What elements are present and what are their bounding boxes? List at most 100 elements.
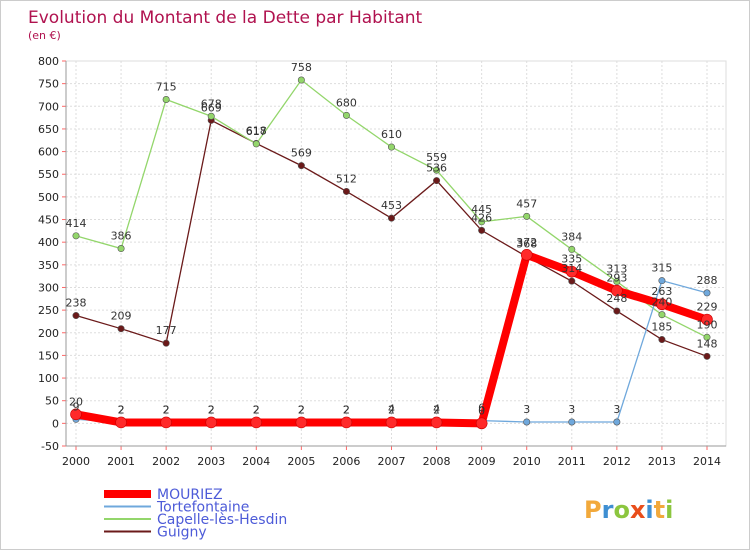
data-label-mouriez: 2 [208, 403, 215, 416]
data-label-mouriez: 293 [606, 272, 627, 285]
data-label-guigny: 248 [606, 292, 627, 305]
data-label-guigny: 185 [651, 321, 672, 334]
data-label-guigny: 209 [111, 310, 132, 323]
legend-label-capelle-l-s-hesdin: Capelle-lès-Hesdin [157, 512, 287, 528]
data-label-capelle-l-s-hesdin: 715 [156, 81, 177, 94]
y-tick-label: 100 [38, 372, 59, 385]
data-point-mouriez [385, 416, 398, 429]
data-point-mouriez [520, 249, 533, 261]
y-tick-label: -50 [41, 440, 59, 453]
data-label-mouriez: 372 [516, 236, 537, 249]
logo-letter: o [613, 496, 630, 524]
chart-subtitle: (en €) [28, 29, 61, 42]
y-tick-label: 0 [52, 417, 59, 430]
data-point-capelle-l-s-hesdin [478, 218, 486, 226]
data-point-mouriez [70, 408, 82, 421]
grid [65, 60, 727, 447]
data-label-capelle-l-s-hesdin: 414 [66, 217, 87, 230]
data-point-capelle-l-s-hesdin [162, 96, 170, 104]
y-tick-label: 800 [38, 55, 59, 68]
data-label-guigny: 177 [156, 324, 177, 337]
y-tick-label: 500 [38, 191, 59, 204]
data-label-tortefontaine: 9 [73, 400, 80, 413]
data-labels: 2382091776696185695124535364263683142481… [66, 61, 718, 417]
logo-letter: i [645, 496, 653, 524]
data-point-tortefontaine [658, 277, 666, 285]
data-label-capelle-l-s-hesdin: 386 [111, 230, 132, 243]
data-point-guigny [342, 187, 350, 195]
data-point-capelle-l-s-hesdin [342, 111, 350, 119]
axes: -500501001502002503003504004505005506006… [38, 55, 726, 468]
data-label-capelle-l-s-hesdin: 678 [201, 97, 222, 110]
data-label-mouriez: 2 [388, 403, 395, 416]
data-label-capelle-l-s-hesdin: 457 [516, 197, 537, 210]
data-label-mouriez: 2 [298, 403, 305, 416]
data-label-capelle-l-s-hesdin: 384 [561, 230, 582, 243]
logo-text: Proxiti [584, 496, 673, 524]
data-point-guigny [162, 339, 170, 347]
data-label-guigny: 536 [426, 162, 447, 175]
data-point-guigny [703, 352, 711, 360]
data-label-guigny: 453 [381, 199, 402, 212]
data-label-mouriez: 263 [651, 285, 672, 298]
y-tick-label: 350 [38, 259, 59, 272]
data-point-guigny [297, 162, 305, 170]
y-tick-label: 450 [38, 214, 59, 227]
data-point-mouriez [160, 416, 172, 429]
data-point-capelle-l-s-hesdin [433, 166, 441, 174]
data-label-tortefontaine: 4 [388, 403, 395, 416]
data-point-mouriez [205, 416, 218, 429]
logo-letter: x [630, 496, 646, 524]
data-point-tortefontaine [613, 418, 621, 426]
legend: MOURIEZTortefontaineCapelle-lès-HesdinGu… [104, 487, 287, 541]
x-tick-label: 2001 [107, 455, 135, 468]
data-point-guigny [117, 325, 125, 333]
data-label-capelle-l-s-hesdin: 617 [246, 125, 267, 138]
data-point-guigny [433, 177, 441, 185]
y-tick-label: 600 [38, 146, 59, 159]
x-tick-label: 2014 [693, 455, 721, 468]
data-label-guigny: 368 [516, 238, 537, 251]
data-label-mouriez: 2 [343, 403, 350, 416]
data-label-tortefontaine: 2 [163, 403, 170, 416]
data-point-guigny [658, 336, 666, 344]
y-tick-label: 700 [38, 100, 59, 113]
data-label-tortefontaine: 3 [613, 403, 620, 416]
y-tick-label: 150 [38, 349, 59, 362]
data-label-capelle-l-s-hesdin: 313 [606, 263, 627, 276]
x-tick-label: 2010 [513, 455, 541, 468]
y-tick-label: 50 [45, 395, 59, 408]
data-point-mouriez [475, 417, 488, 430]
x-tick-label: 2009 [468, 455, 496, 468]
y-tick-label: 400 [38, 236, 59, 249]
legend-label-guigny: Guigny [157, 525, 207, 541]
data-point-guigny [387, 214, 395, 222]
data-point-tortefontaine [703, 289, 711, 297]
x-tick-label: 2013 [648, 455, 676, 468]
data-point-mouriez [565, 265, 578, 278]
data-label-capelle-l-s-hesdin: 680 [336, 96, 357, 109]
y-tick-label: 650 [38, 123, 59, 136]
data-point-mouriez [115, 416, 127, 429]
data-point-mouriez [250, 416, 263, 429]
y-tick-label: 250 [38, 304, 59, 317]
logo-letter: r [602, 496, 614, 524]
logo-letter: i [665, 496, 673, 524]
data-point-capelle-l-s-hesdin [207, 112, 215, 120]
data-label-capelle-l-s-hesdin: 559 [426, 151, 447, 164]
data-point-guigny [478, 226, 486, 234]
data-label-tortefontaine: 2 [253, 403, 260, 416]
data-label-guigny: 238 [66, 297, 87, 310]
data-point-capelle-l-s-hesdin [703, 333, 711, 341]
data-label-tortefontaine: 6 [478, 402, 485, 415]
data-label-capelle-l-s-hesdin: 610 [381, 128, 402, 141]
data-label-tortefontaine: 2 [343, 403, 350, 416]
data-label-tortefontaine: 315 [651, 262, 672, 275]
data-label-mouriez: 0 [478, 404, 485, 417]
data-label-mouriez: 2 [433, 403, 440, 416]
data-label-guigny: 314 [561, 262, 582, 275]
data-label-tortefontaine: 3 [523, 403, 530, 416]
data-point-capelle-l-s-hesdin [568, 245, 576, 253]
